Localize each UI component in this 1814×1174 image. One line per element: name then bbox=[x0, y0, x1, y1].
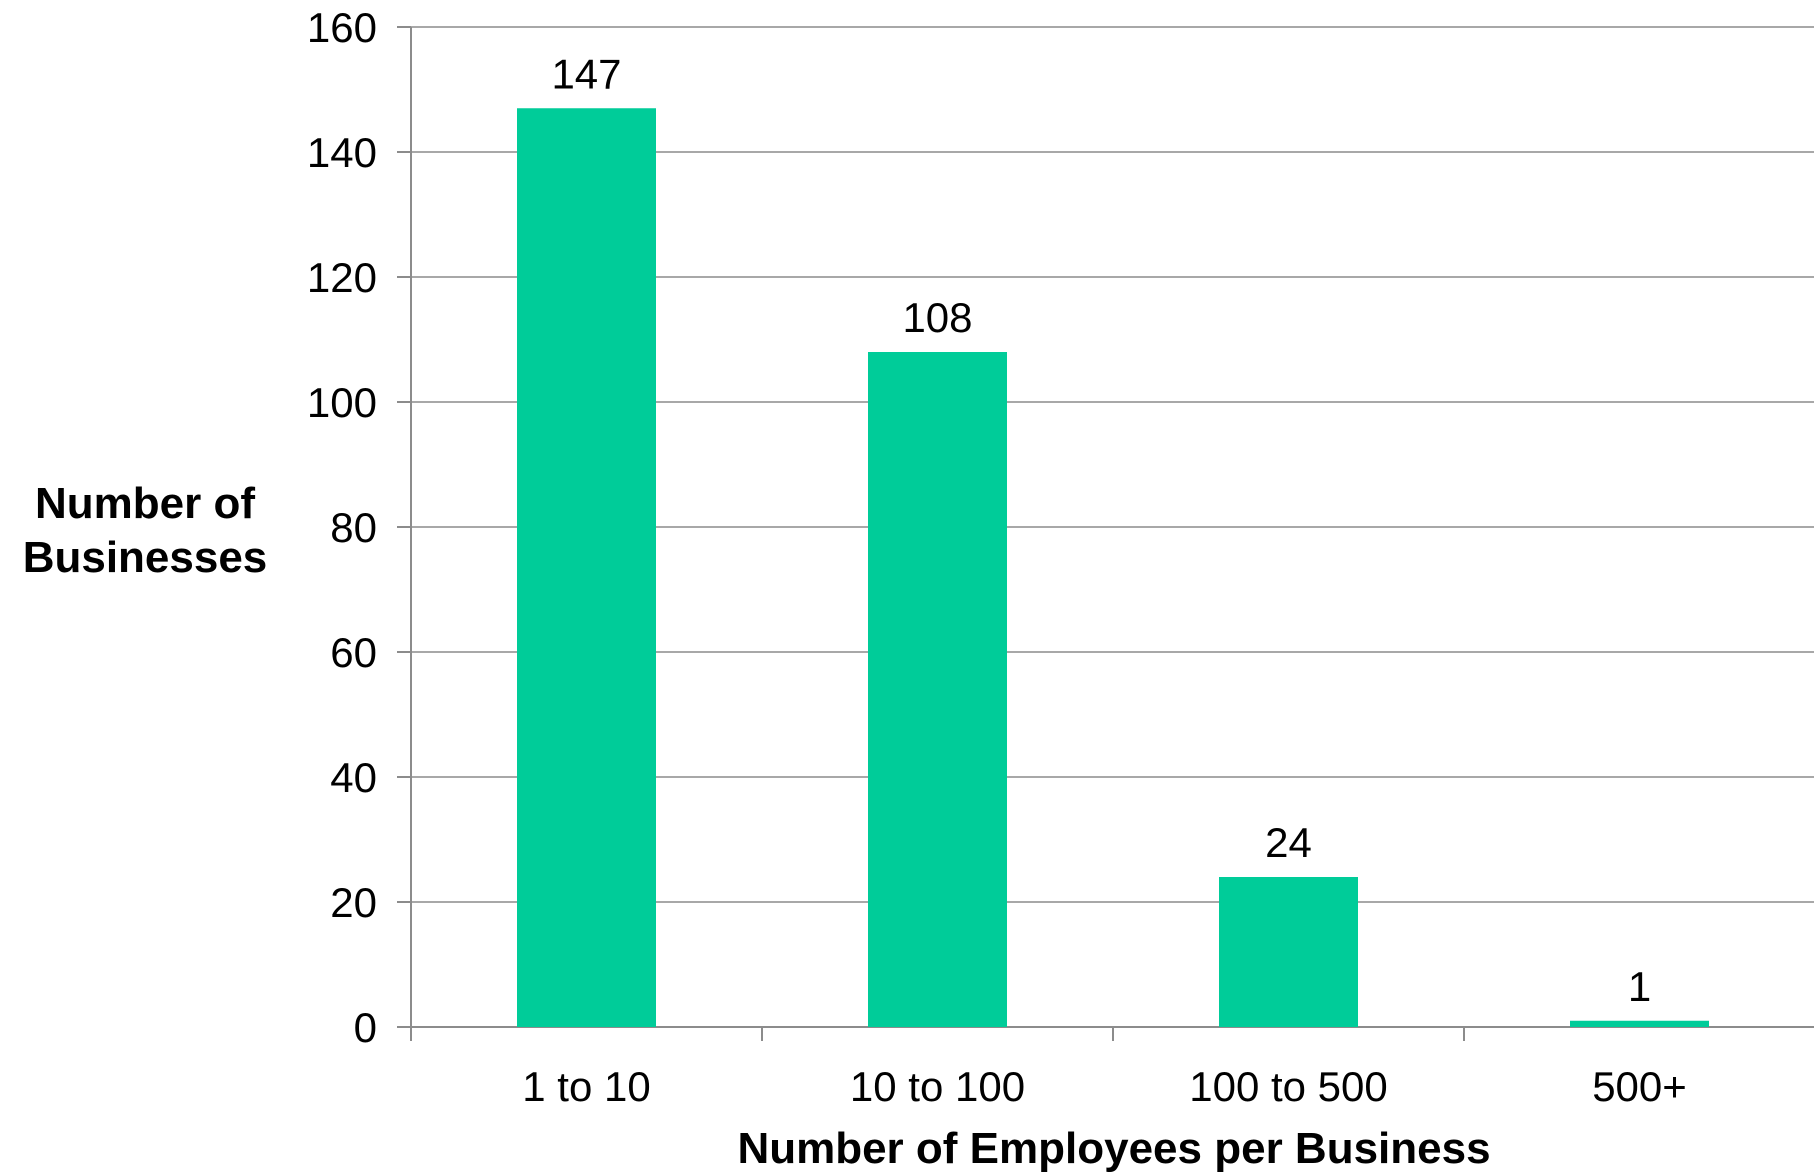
x-tick-label: 500+ bbox=[1592, 1063, 1687, 1110]
y-tick-label: 120 bbox=[307, 254, 377, 301]
bar bbox=[868, 352, 1007, 1027]
y-tick-label: 0 bbox=[354, 1004, 377, 1051]
bar bbox=[1219, 877, 1358, 1027]
x-tick-label: 10 to 100 bbox=[850, 1063, 1025, 1110]
x-tick-label: 1 to 10 bbox=[522, 1063, 650, 1110]
y-tick-label: 100 bbox=[307, 379, 377, 426]
bars bbox=[517, 108, 1709, 1027]
data-label: 24 bbox=[1265, 819, 1312, 866]
x-tick-labels: 1 to 10 10 to 100 100 to 500 500+ bbox=[522, 1063, 1687, 1110]
x-axis-title: Number of Employees per Business bbox=[737, 1124, 1490, 1173]
x-tick-label: 100 to 500 bbox=[1189, 1063, 1388, 1110]
y-tick-label: 60 bbox=[330, 629, 377, 676]
y-tick-label: 140 bbox=[307, 129, 377, 176]
bar bbox=[1570, 1020, 1709, 1027]
y-tick-label: 40 bbox=[330, 754, 377, 801]
y-axis-title-line-2: Businesses bbox=[23, 533, 268, 582]
bar bbox=[517, 108, 656, 1027]
data-label: 1 bbox=[1628, 963, 1651, 1010]
y-tick-label: 20 bbox=[330, 879, 377, 926]
y-tick-label: 160 bbox=[307, 4, 377, 51]
data-label: 108 bbox=[902, 294, 972, 341]
y-tick-labels: 0 20 40 60 80 100 120 140 160 bbox=[307, 4, 377, 1051]
data-labels: 147 108 24 1 bbox=[551, 50, 1651, 1010]
y-tick-label: 80 bbox=[330, 504, 377, 551]
y-axis-title-line-1: Number of bbox=[35, 479, 255, 528]
data-label: 147 bbox=[551, 50, 621, 97]
